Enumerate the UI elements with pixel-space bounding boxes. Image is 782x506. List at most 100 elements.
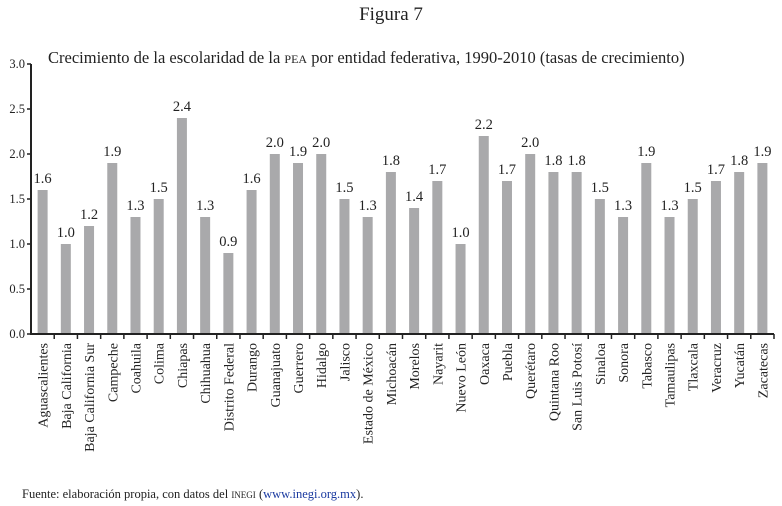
x-tick-label: Coahuila: [129, 342, 144, 393]
data-label: 1.5: [150, 180, 168, 196]
bar: [60, 244, 71, 334]
bar: [409, 208, 420, 334]
chart-title-before: Crecimiento de la escolaridad de la: [48, 48, 285, 67]
bar: [269, 154, 280, 334]
x-tick-label: Tamaulipas: [664, 343, 679, 407]
y-tick-label: 3.0: [9, 57, 25, 71]
data-label: 1.9: [753, 144, 771, 160]
y-tick-label: 2.0: [9, 147, 25, 161]
data-label: 1.9: [637, 144, 655, 160]
data-label: 1.7: [428, 162, 446, 178]
data-label: 2.0: [521, 135, 539, 151]
source-open: (: [255, 487, 264, 501]
x-tick-label: Guanajuato: [269, 343, 284, 408]
x-tick-label: Sinaloa: [594, 342, 609, 385]
x-tick-label: Campeche: [106, 343, 121, 402]
bar: [548, 172, 559, 334]
data-label: 1.2: [80, 207, 98, 223]
y-tick-label: 0.5: [9, 282, 25, 296]
data-label: 2.4: [173, 99, 192, 115]
data-label: 2.2: [475, 117, 493, 133]
x-tick-label: Yucatán: [733, 343, 748, 388]
chart-title: Crecimiento de la escolaridad de la PEA …: [48, 48, 685, 68]
source-close: ).: [356, 487, 364, 501]
data-label: 1.9: [103, 144, 121, 160]
bar: [107, 163, 118, 334]
bar: [84, 226, 95, 334]
x-tick-label: Chiapas: [176, 343, 191, 388]
data-label: 1.8: [382, 153, 400, 169]
x-tick-label: Morelos: [408, 343, 423, 390]
x-tick-label: Sonora: [617, 342, 632, 382]
x-tick-label: Baja California Sur: [83, 343, 98, 452]
x-tick-label: Nuevo León: [455, 343, 470, 413]
x-tick-label: Veracruz: [710, 343, 725, 393]
source-prefix: Fuente: elaboración propia, con datos de…: [22, 487, 232, 501]
bar: [641, 163, 652, 334]
bar: [293, 163, 304, 334]
source-org: INEGI: [231, 487, 256, 501]
data-label: 1.0: [451, 225, 469, 241]
chart-title-acronym: PEA: [284, 48, 308, 67]
data-label: 1.6: [243, 171, 261, 187]
x-tick-label: Zacatecas: [756, 343, 771, 398]
data-label: 1.8: [568, 153, 586, 169]
bar: [455, 244, 466, 334]
data-label: 1.9: [289, 144, 307, 160]
data-label: 1.8: [730, 153, 748, 169]
bar: [432, 181, 443, 334]
bar: [153, 199, 164, 334]
x-tick-label: Durango: [246, 343, 261, 392]
bar: [687, 199, 698, 334]
x-tick-label: Tlaxcala: [687, 342, 702, 391]
data-label: 1.0: [57, 225, 75, 241]
bar: [734, 172, 745, 334]
x-tick-label: Quintana Roo: [547, 343, 562, 421]
figure-label: Figura 7: [359, 4, 423, 25]
x-tick-label: Distrito Federal: [222, 343, 237, 431]
x-tick-label: Estado de México: [362, 343, 377, 444]
x-tick-label: Jalisco: [338, 343, 353, 381]
bar: [710, 181, 721, 334]
x-tick-label: Chihuahua: [199, 342, 214, 403]
data-labels-group: 1.6 1.0 1.2 1.9 1.3 1.5 2.4 1.3 0.9 1.6 2.0 1.9 2.0 1…: [34, 99, 772, 250]
x-tick-label: San Luis Potosí: [571, 343, 586, 431]
bar: [525, 154, 536, 334]
data-label: 1.3: [196, 198, 214, 214]
data-label: 1.5: [591, 180, 609, 196]
data-label: 1.5: [684, 180, 702, 196]
bar: [594, 199, 605, 334]
bar-chart: 1.6 1.0 1.2 1.9 1.3 1.5 2.4 1.3 0.9 1.6 2.0 1.9 2.0 1…: [9, 57, 775, 452]
bar: [130, 217, 141, 334]
x-tick-label: Nayarit: [431, 343, 446, 385]
bar: [200, 217, 211, 334]
data-label: 0.9: [219, 234, 237, 250]
x-tick-label: Michoacán: [385, 343, 400, 405]
data-label: 1.3: [126, 198, 144, 214]
data-label: 1.3: [359, 198, 377, 214]
chart-title-after: por entidad federativa, 1990-2010 (tasas…: [307, 48, 685, 67]
bar: [246, 190, 257, 334]
y-axis: 0.0 0.5 1.0 1.5 2.0 2.5 3.0: [9, 57, 32, 341]
bar: [37, 190, 48, 334]
x-tick-label: Puebla: [501, 342, 516, 381]
x-tick-label: Guerrero: [292, 343, 307, 394]
y-tick-label: 0.0: [9, 327, 25, 341]
x-tick-label: Querétaro: [524, 343, 539, 399]
bar: [664, 217, 675, 334]
bar: [571, 172, 582, 334]
bar: [618, 217, 629, 334]
data-label: 1.8: [544, 153, 562, 169]
x-tick-label: Hidalgo: [315, 343, 330, 388]
y-tick-label: 2.5: [9, 102, 25, 116]
data-label: 2.0: [312, 135, 330, 151]
x-tick-labels: Aguascalientes Baja California Baja Califo…: [37, 342, 772, 452]
source-note: Fuente: elaboración propia, con datos de…: [22, 487, 363, 502]
data-label: 1.6: [34, 171, 52, 187]
data-label: 2.0: [266, 135, 284, 151]
y-tick-label: 1.5: [9, 192, 25, 206]
x-tick-label: Baja California: [60, 342, 75, 429]
source-url-link[interactable]: www.inegi.org.mx: [263, 487, 357, 501]
data-label: 1.3: [614, 198, 632, 214]
bar: [757, 163, 768, 334]
